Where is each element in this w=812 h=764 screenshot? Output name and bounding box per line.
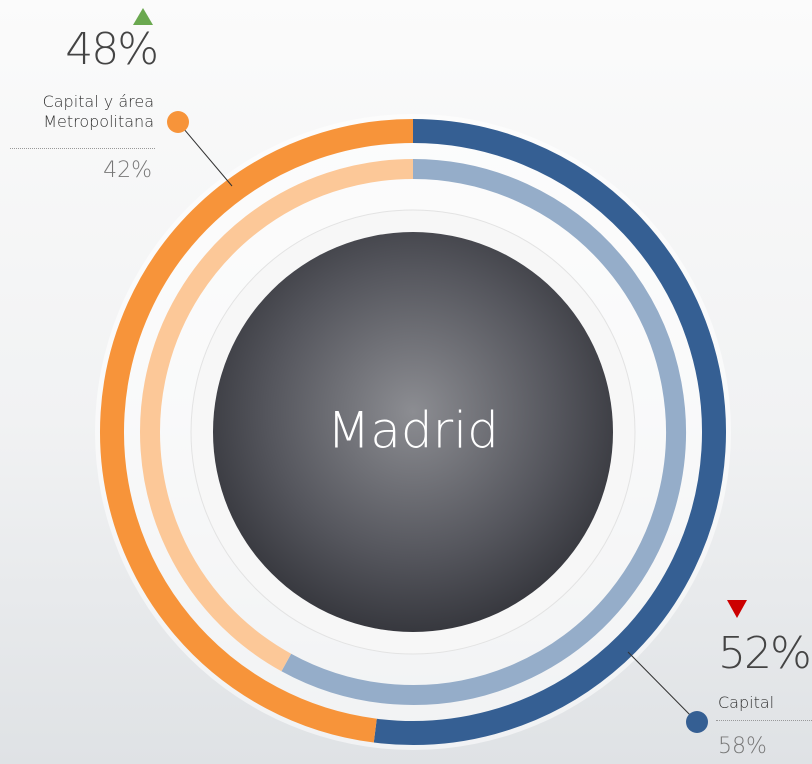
city-photo [213,232,613,632]
leader-line [627,651,698,723]
down-indicator [727,600,747,618]
outer-value-label: 48% [65,24,159,75]
ring-segment [100,119,414,743]
marker-dot [686,711,708,733]
category-label: Capital [718,693,775,712]
ring-segment [140,159,414,672]
inner-value-label: 42% [103,158,152,183]
divider [10,148,155,149]
ring-segment [373,119,726,745]
leader-line [177,121,233,187]
inner-value-label: 58% [718,734,767,759]
center-title: Madrid [327,402,499,460]
marker-dot [167,111,189,133]
up-indicator [133,8,153,25]
category-label: Capital y área Metropolitana [42,92,154,131]
outer-value-label: 52% [718,628,812,679]
divider [716,720,812,721]
ring-segment [281,159,686,705]
